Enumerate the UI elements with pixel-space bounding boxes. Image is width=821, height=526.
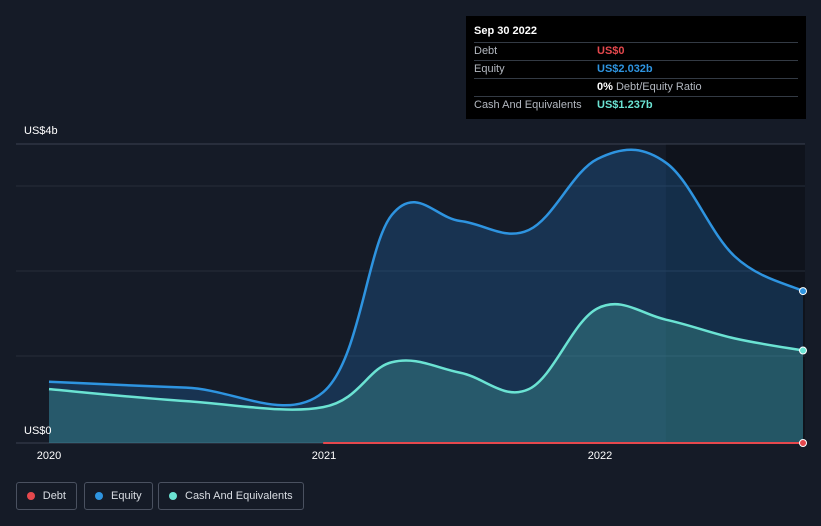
ratio-caption: Debt/Equity Ratio xyxy=(615,81,702,93)
tooltip-row-debt: Debt US$0 xyxy=(474,42,798,60)
tooltip-value: 0% Debt/Equity Ratio xyxy=(597,79,702,96)
series-areas xyxy=(49,149,803,443)
tooltip-value: US$2.032b xyxy=(597,63,653,75)
equity-dot-icon xyxy=(95,492,103,500)
y-tick-top: US$4b xyxy=(24,125,58,137)
tooltip-label: Cash And Equivalents xyxy=(474,99,582,111)
series-end-markers xyxy=(799,287,807,447)
ratio-value: 0% xyxy=(597,81,613,93)
legend-label: Cash And Equivalents xyxy=(185,490,293,502)
latest-period-shade xyxy=(665,144,805,443)
x-tick-2020: 2020 xyxy=(36,450,62,462)
x-tick-2021: 2021 xyxy=(311,450,337,462)
gridlines xyxy=(16,143,805,444)
legend-equity-toggle[interactable]: Equity xyxy=(84,482,153,510)
tooltip-value: US$0 xyxy=(597,45,625,57)
equity-end-marker xyxy=(799,287,807,296)
tooltip-value: US$1.237b xyxy=(597,99,653,111)
cash-dot-icon xyxy=(169,492,177,500)
cash-and-equivalents-area xyxy=(49,304,803,443)
tooltip-label xyxy=(474,79,597,96)
legend-label: Debt xyxy=(42,490,66,502)
legend-label: Equity xyxy=(111,490,142,502)
equity-area xyxy=(49,149,803,443)
tooltip-label: Debt xyxy=(474,45,498,57)
y-tick-bottom: US$0 xyxy=(24,425,52,437)
tooltip-date: Sep 30 2022 xyxy=(474,25,537,37)
debt-dot-icon xyxy=(27,492,35,500)
tooltip-row-equity: Equity US$2.032b xyxy=(474,60,798,78)
data-tooltip: Sep 30 2022 Debt US$0 Equity US$2.032b 0… xyxy=(466,16,806,119)
x-tick-2022: 2022 xyxy=(587,450,613,462)
equity-line xyxy=(48,148,804,407)
tooltip-row-cash: Cash And Equivalents US$1.237b xyxy=(474,96,798,114)
tooltip-row-ratio: 0% Debt/Equity Ratio xyxy=(474,78,798,96)
legend-cash-toggle[interactable]: Cash And Equivalents xyxy=(158,482,304,510)
cash-and-equivalents-end-marker xyxy=(799,346,807,355)
series-lines xyxy=(48,148,804,445)
legend-debt-toggle[interactable]: Debt xyxy=(16,482,77,510)
tooltip-label: Equity xyxy=(474,63,505,75)
debt-end-marker xyxy=(799,439,807,447)
cash-and-equivalents-line xyxy=(48,302,804,411)
